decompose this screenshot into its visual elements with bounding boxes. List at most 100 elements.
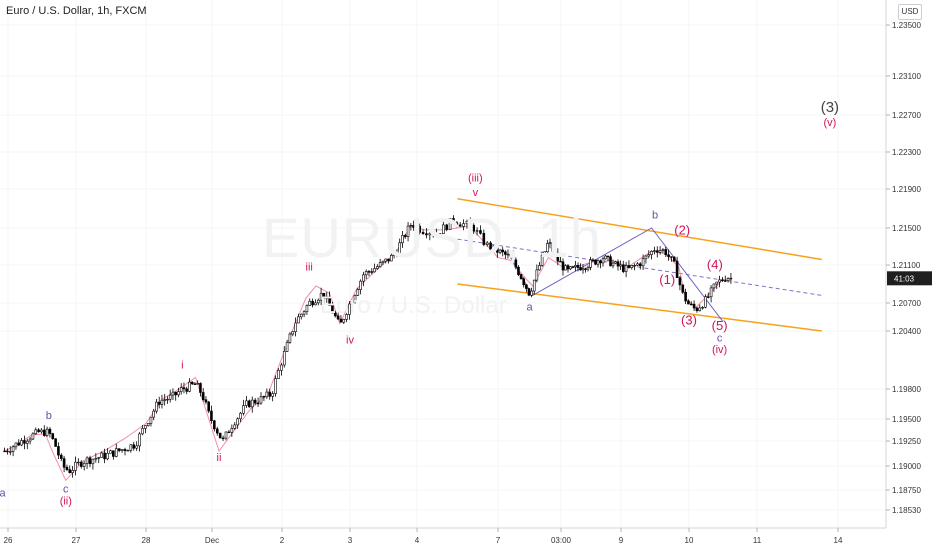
time-tick-label: 4	[415, 536, 420, 545]
candle-down	[501, 249, 505, 253]
candle-up	[532, 279, 536, 292]
candle-up	[224, 431, 228, 439]
candle-down	[328, 296, 331, 306]
candle-up	[109, 450, 112, 454]
candle-up	[392, 254, 396, 256]
current-price-tag-label: 41:03	[894, 274, 915, 283]
candle-up	[285, 342, 289, 352]
candle-down	[594, 259, 597, 265]
time-tick-label: 9	[619, 536, 624, 545]
candle-up	[85, 457, 89, 464]
candle-down	[638, 263, 642, 267]
description-watermark: Euro / U.S. Dollar	[320, 292, 507, 319]
candle-up	[100, 452, 103, 458]
wave-label: v	[473, 187, 479, 199]
candle-down	[185, 388, 188, 392]
candle-down	[213, 420, 216, 430]
candle-up	[20, 440, 23, 446]
candle-up	[308, 300, 312, 306]
candle-down	[621, 264, 625, 272]
price-tick-label: 1.21500	[892, 224, 921, 233]
currency-button[interactable]: USD	[898, 4, 922, 20]
candle-down	[62, 458, 66, 468]
candle-up	[428, 233, 432, 236]
candle-down	[527, 288, 531, 296]
candle-up	[564, 265, 567, 271]
candle-up	[141, 428, 144, 435]
candle-down	[48, 428, 52, 434]
candle-down	[103, 452, 106, 460]
candle-up	[345, 314, 348, 320]
candle-up	[11, 446, 15, 452]
candle-down	[112, 450, 115, 457]
candle-up	[34, 429, 38, 435]
candle-up	[168, 394, 172, 400]
candle-up	[259, 396, 263, 404]
candle-up	[166, 398, 169, 401]
wave-label: (4)	[707, 257, 723, 272]
candle-up	[658, 250, 662, 253]
candle-up	[530, 290, 533, 296]
candle-up	[718, 279, 721, 283]
price-tick-label: 1.21900	[892, 185, 921, 194]
candle-down	[174, 391, 177, 396]
candle-up	[715, 281, 719, 285]
candle-up	[630, 265, 634, 268]
wave-label: (ii)	[60, 496, 72, 508]
candle-up	[611, 262, 615, 267]
candle-up	[548, 242, 552, 244]
candle-up	[188, 381, 191, 392]
time-tick-label: 7	[496, 536, 501, 545]
candle-up	[698, 307, 702, 312]
candle-up	[350, 301, 354, 305]
candle-up	[381, 260, 385, 263]
candle-down	[571, 266, 575, 268]
candle-up	[160, 399, 164, 405]
candle-up	[726, 278, 730, 281]
price-tick-label: 1.19800	[892, 385, 921, 394]
price-tick-label: 1.19500	[892, 415, 921, 424]
time-axis-layer[interactable]: 26 27 28 Dec 2 3 4 7 03:00 9 10 11 14	[0, 527, 886, 545]
candle-down	[425, 233, 428, 236]
wave-label: (3)	[821, 99, 839, 116]
candle-up	[120, 449, 124, 451]
wave-label: (3)	[681, 312, 697, 327]
candle-down	[723, 280, 727, 282]
candle-down	[65, 466, 69, 470]
candle-down	[511, 255, 515, 261]
candle-down	[227, 431, 231, 434]
channel-layer	[457, 198, 822, 332]
candle-down	[59, 454, 63, 459]
candle-down	[455, 222, 459, 226]
candle-down	[672, 256, 676, 262]
channel-midline	[457, 238, 822, 296]
candle-up	[395, 253, 399, 256]
candle-down	[248, 400, 251, 408]
candle-down	[268, 391, 272, 397]
time-tick-label: 2	[280, 536, 285, 545]
candle-down	[333, 312, 337, 317]
price-axis-layer[interactable]: 1.23500 1.23100 1.22700 1.22300 1.21900 1.215…	[885, 0, 932, 528]
candle-down	[262, 396, 266, 398]
wave-label: ii	[217, 452, 222, 464]
candle-down	[706, 296, 710, 298]
candle-up	[282, 351, 286, 366]
candle-up	[650, 250, 653, 255]
candle-down	[253, 399, 257, 404]
candle-down	[54, 438, 57, 447]
candle-up	[316, 299, 320, 304]
candle-up	[196, 383, 199, 385]
candle-down	[57, 446, 60, 456]
price-tick-label: 1.19250	[892, 437, 921, 446]
candle-up	[348, 303, 351, 315]
time-tick-label: 10	[685, 536, 694, 545]
candle-down	[509, 253, 512, 257]
candle-up	[242, 405, 245, 414]
candle-up	[569, 266, 572, 270]
candle-down	[681, 284, 685, 293]
candle-up	[239, 412, 242, 420]
time-tick-label: 14	[834, 536, 843, 545]
symbol-title: Euro / U.S. Dollar, 1h, FXCM	[6, 5, 147, 17]
wave-label: iv	[346, 335, 354, 347]
